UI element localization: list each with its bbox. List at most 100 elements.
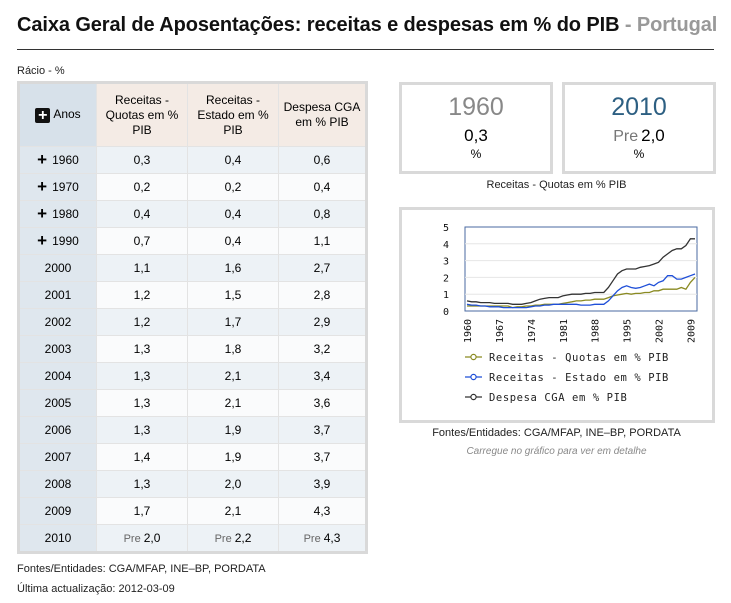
y-tick-label: 4	[443, 240, 449, 251]
legend-marker	[470, 373, 477, 381]
row-year-cell[interactable]: +1980	[18, 200, 97, 228]
cell-value: 3,4	[313, 369, 331, 383]
value-cell: 1,2	[96, 308, 188, 336]
legend-marker	[470, 353, 477, 361]
line-chart[interactable]: 0 1 2 3 4 5 1960 1967 1974 1981 1988 1995 2002 2009 Re…	[402, 210, 712, 420]
value-cell: 1,1	[278, 227, 367, 255]
value-cell: 2,1	[187, 362, 279, 390]
expand-row-icon[interactable]: +	[37, 150, 48, 169]
cell-value: 1,3	[133, 369, 151, 383]
cell-value: 3,6	[313, 396, 331, 410]
y-tick-label: 5	[443, 223, 449, 234]
value-cell: 4,3	[278, 497, 367, 525]
cell-value: 1,9	[224, 423, 242, 437]
x-tick-label: 1960	[463, 319, 474, 343]
row-year-cell: 2003	[18, 335, 97, 363]
row-year-label: 1970	[52, 180, 79, 194]
row-year-cell: 2001	[18, 281, 97, 309]
row-year-label: 1960	[52, 153, 79, 167]
row-year-label: 2000	[44, 261, 72, 275]
value-cell: 3,9	[278, 470, 367, 498]
x-tick-label: 1967	[495, 319, 506, 343]
plot-area	[464, 226, 698, 312]
value-cell: 0,2	[96, 173, 188, 201]
table-row: 2005 1,3 2,1 3,6	[18, 389, 367, 417]
table-row: +1960 0,3 0,4 0,6	[18, 146, 367, 174]
cell-value: 1,8	[224, 342, 242, 356]
cell-value: 2,8	[313, 288, 331, 302]
row-year-label: 2004	[44, 369, 72, 383]
cell-value: 1,5	[224, 288, 242, 302]
value-cell: 2,1	[187, 497, 279, 525]
row-year-cell: 2008	[18, 470, 97, 498]
x-tick-label: 2002	[655, 319, 666, 343]
y-tick-label: 2	[443, 273, 449, 284]
cell-value: 1,6	[224, 261, 242, 275]
cell-value: 1,1	[133, 261, 151, 275]
cell-value: 0,7	[133, 234, 151, 248]
value-cell: 3,2	[278, 335, 367, 363]
legend-label: Receitas - Estado em % PIB	[489, 372, 669, 384]
row-year-cell: 2006	[18, 416, 97, 444]
value-cell: 3,4	[278, 362, 367, 390]
legend-label: Receitas - Quotas em % PIB	[489, 352, 669, 364]
expand-row-icon[interactable]: +	[37, 231, 48, 250]
x-tick-label: 1988	[591, 319, 602, 343]
title-text: Caixa Geral de Aposentações: receitas e …	[17, 14, 620, 36]
preliminary-flag: Pre	[123, 533, 141, 545]
cell-value: 3,2	[313, 342, 331, 356]
row-year-cell: 2007	[18, 443, 97, 471]
table-row: 2002 1,2 1,7 2,9	[18, 308, 367, 336]
cell-value: 0,4	[313, 180, 331, 194]
row-year-cell[interactable]: +1990	[18, 227, 97, 255]
cell-value: 0,2	[224, 180, 242, 194]
cell-value: 1,4	[133, 450, 151, 464]
column-header-despesa: Despesa CGA em % PIB	[278, 82, 367, 147]
expand-row-icon[interactable]: +	[37, 204, 48, 223]
table-row: 2010 Pre 2,0 Pre 2,2 Pre 4,3	[18, 524, 367, 553]
value-cell: 0,7	[96, 227, 188, 255]
cell-value: 3,7	[313, 450, 331, 464]
table-row: +1980 0,4 0,4 0,8	[18, 200, 367, 228]
y-tick-label: 3	[443, 257, 449, 268]
cell-value: 3,9	[313, 477, 331, 491]
table-row: 2006 1,3 1,9 3,7	[18, 416, 367, 444]
value-cell: 1,5	[187, 281, 279, 309]
card-start-value: 0,3	[464, 126, 488, 145]
cell-value: 1,7	[224, 315, 242, 329]
table-row: 2004 1,3 2,1 3,4	[18, 362, 367, 390]
row-year-label: 2005	[44, 396, 72, 410]
row-year-cell: 2005	[18, 389, 97, 417]
value-cell: 2,8	[278, 281, 367, 309]
expand-all-icon[interactable]: +	[35, 108, 51, 124]
cell-value: 4,3	[323, 531, 341, 545]
row-year-label: 1980	[52, 207, 79, 221]
cell-value: 2,2	[234, 531, 252, 545]
value-cell: 3,7	[278, 416, 367, 444]
card-end-unit: %	[633, 147, 645, 161]
cell-value: 1,1	[313, 234, 331, 248]
value-cell: 1,7	[187, 308, 279, 336]
row-year-cell[interactable]: +1960	[18, 146, 97, 174]
cell-value: 0,4	[224, 234, 242, 248]
cell-value: 2,0	[224, 477, 242, 491]
value-cell: 2,0	[187, 470, 279, 498]
chart-panel[interactable]: 0 1 2 3 4 5 1960 1967 1974 1981 1988 1995 2002 2009 Re…	[399, 207, 715, 423]
y-tick-label: 0	[443, 307, 449, 318]
row-year-cell: 2000	[18, 254, 97, 282]
row-year-cell[interactable]: +1970	[18, 173, 97, 201]
year-column-header[interactable]: + Anos	[18, 82, 97, 147]
row-year-label: 2008	[44, 477, 72, 491]
value-cell: 1,6	[187, 254, 279, 282]
card-end-value: 2,0	[641, 126, 665, 145]
table-row: +1990 0,7 0,4 1,1	[18, 227, 367, 255]
table-row: 2000 1,1 1,6 2,7	[18, 254, 367, 282]
row-year-cell: 2002	[18, 308, 97, 336]
expand-row-icon[interactable]: +	[37, 177, 48, 196]
cards-caption: Receitas - Quotas em % PIB	[486, 179, 627, 191]
table-row: 2007 1,4 1,9 3,7	[18, 443, 367, 471]
chart-sources: Fontes/Entidades: CGA/MFAP, INE–BP, PORD…	[432, 427, 681, 439]
footer-sources: Fontes/Entidades: CGA/MFAP, INE–BP, PORD…	[17, 563, 266, 575]
cell-value: 2,0	[143, 531, 161, 545]
cell-value: 1,2	[133, 315, 151, 329]
